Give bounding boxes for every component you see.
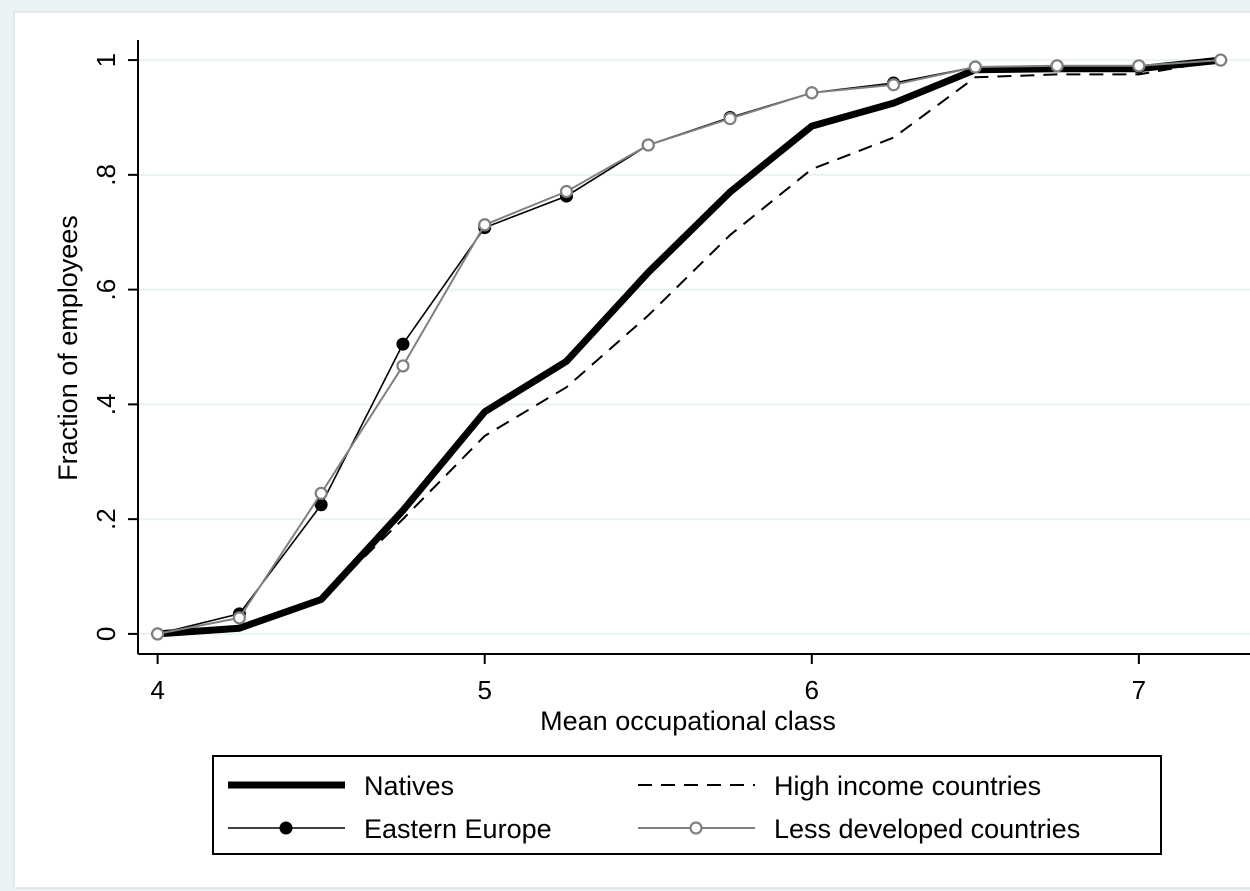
legend-box bbox=[212, 755, 1162, 855]
series-3 bbox=[151, 53, 1228, 641]
point-2-3 bbox=[396, 337, 410, 351]
point-3-7 bbox=[723, 112, 737, 126]
series-layer bbox=[151, 53, 1228, 641]
legend-label-0: Natives bbox=[364, 771, 454, 801]
y-tick-label-5: 1 bbox=[91, 53, 121, 67]
x-tick-label-3: 7 bbox=[1132, 675, 1146, 705]
y-tick-label-3: .6 bbox=[91, 279, 121, 301]
x-axis-title: Mean occupational class bbox=[540, 706, 836, 736]
point-3-12 bbox=[1132, 59, 1146, 73]
series-line-3 bbox=[157, 59, 1221, 635]
series-0 bbox=[157, 56, 1221, 638]
legend-item-0: Natives bbox=[228, 771, 454, 801]
point-3-4 bbox=[478, 218, 492, 232]
legend-item-3: Less developed countries bbox=[638, 814, 1080, 844]
legend-marker-3 bbox=[689, 821, 703, 835]
axes: 0 .2 .4 .6 .8 1 4 5 6 7 bbox=[91, 40, 1250, 705]
point-3-3 bbox=[396, 359, 410, 373]
legend-item-2: Eastern Europe bbox=[228, 814, 552, 844]
legend-label-3: Less developed countries bbox=[774, 814, 1080, 844]
point-3-1 bbox=[232, 611, 246, 625]
x-tick-label-1: 5 bbox=[477, 675, 491, 705]
legend: Natives High income countries Eastern Euro… bbox=[212, 755, 1162, 855]
series-line-0 bbox=[157, 56, 1221, 638]
point-3-10 bbox=[968, 60, 982, 74]
point-3-0 bbox=[151, 627, 165, 641]
point-3-6 bbox=[641, 138, 655, 152]
y-tick-label-0: 0 bbox=[91, 627, 121, 641]
y-tick-label-1: .2 bbox=[91, 508, 121, 530]
x-tick-label-0: 4 bbox=[150, 675, 164, 705]
point-3-8 bbox=[805, 86, 819, 100]
y-axis-title: Fraction of employees bbox=[53, 215, 83, 481]
point-3-5 bbox=[559, 184, 574, 199]
grid-lines bbox=[138, 59, 1250, 635]
point-3-2 bbox=[314, 486, 328, 500]
legend-label-2: Eastern Europe bbox=[364, 814, 552, 844]
point-3-9 bbox=[886, 78, 901, 92]
point-3-13 bbox=[1214, 53, 1228, 67]
legend-marker-2 bbox=[279, 821, 293, 835]
y-tick-label-4: .8 bbox=[91, 164, 121, 186]
x-tick-label-2: 6 bbox=[805, 675, 819, 705]
y-tick-label-2: .4 bbox=[91, 394, 121, 416]
legend-item-1: High income countries bbox=[638, 771, 1041, 801]
point-3-11 bbox=[1050, 59, 1064, 73]
legend-label-1: High income countries bbox=[774, 771, 1041, 801]
figure-border bbox=[13, 11, 1250, 889]
